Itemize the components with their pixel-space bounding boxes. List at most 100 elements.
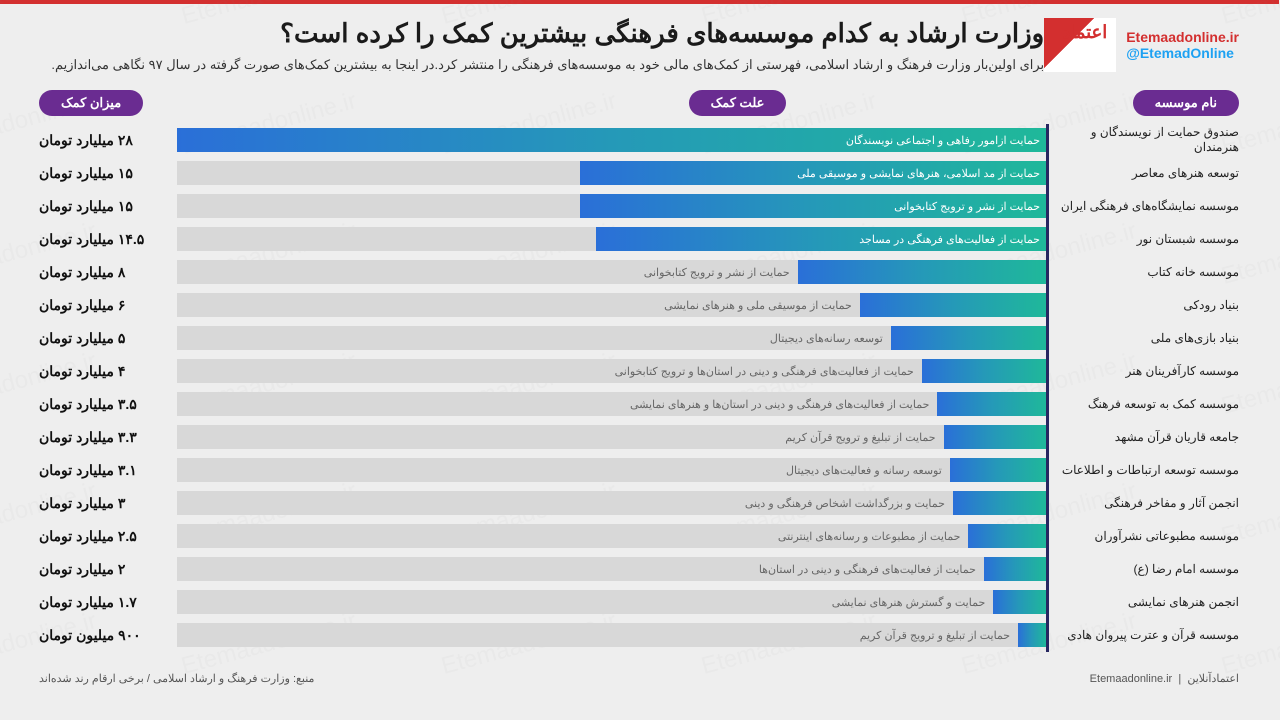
axis-segment	[1047, 157, 1050, 190]
row-institution-name: موسسه قرآن و عترت پیروان هادی	[1050, 628, 1240, 644]
row-institution-name: موسسه کمک به توسعه فرهنگ	[1050, 397, 1240, 413]
row-amount: ۳ میلیارد تومان	[40, 495, 170, 512]
row-amount: ۱۵ میلیارد تومان	[40, 165, 170, 182]
bar-track: حمایت از مد اسلامی، هنرهای نمایشی و موسی…	[178, 161, 1047, 185]
logo-block: Etemaadonline.ir @EtemadOnline	[1045, 18, 1240, 72]
chart-row: موسسه خانه کتابحمایت از نشر و ترویج کتاب…	[40, 256, 1240, 289]
bar-track: حمایت از تبلیغ و ترویج قرآن کریم	[178, 623, 1047, 647]
row-amount: ۳.۱ میلیارد تومان	[40, 462, 170, 479]
axis-segment	[1047, 256, 1050, 289]
footer-brand-fa: اعتمادآنلاین	[1188, 673, 1240, 685]
chart-row: انجمن آثار و مفاخر فرهنگیحمایت و بزرگداش…	[40, 487, 1240, 520]
pill-reason: علت کمک	[690, 90, 788, 116]
axis-segment	[1047, 190, 1050, 223]
row-institution-name: انجمن هنرهای نمایشی	[1050, 595, 1240, 611]
bar-reason-label: حمایت و بزرگداشت اشخاص فرهنگی و دینی	[178, 491, 1047, 515]
column-header-pills: نام موسسه علت کمک میزان کمک	[0, 82, 1280, 120]
bar-track: توسعه رسانه و فعالیت‌های دیجیتال	[178, 458, 1047, 482]
row-amount: ۲ میلیارد تومان	[40, 561, 170, 578]
bar-track: حمایت و گسترش هنرهای نمایشی	[178, 590, 1047, 614]
bar-track: حمایت و بزرگداشت اشخاص فرهنگی و دینی	[178, 491, 1047, 515]
row-institution-name: موسسه مطبوعاتی نشرآوران	[1050, 529, 1240, 545]
axis-segment	[1047, 355, 1050, 388]
axis-segment	[1047, 223, 1050, 256]
row-institution-name: موسسه توسعه ارتباطات و اطلاعات	[1050, 463, 1240, 479]
chart-row: موسسه امام رضا (ع)حمایت از فعالیت‌های فر…	[40, 553, 1240, 586]
axis-segment	[1047, 520, 1050, 553]
bar-reason-label: حمایت از فعالیت‌های فرهنگی و دینی در است…	[178, 359, 1047, 383]
chart-row: توسعه هنرهای معاصرحمایت از مد اسلامی، هن…	[40, 157, 1240, 190]
row-amount: ۲.۵ میلیارد تومان	[40, 528, 170, 545]
logo-text: Etemaadonline.ir @EtemadOnline	[1127, 29, 1240, 61]
row-institution-name: بنیاد رودکی	[1050, 298, 1240, 314]
chart-row: بنیاد بازی‌های ملیتوسعه رسانه‌های دیجیتا…	[40, 322, 1240, 355]
bar-track: حمایت از مطبوعات و رسانه‌های اینترنتی	[178, 524, 1047, 548]
bar-reason-label: توسعه رسانه‌های دیجیتال	[178, 326, 1047, 350]
bar-reason-label: حمایت از مد اسلامی، هنرهای نمایشی و موسی…	[178, 161, 1047, 185]
row-amount: ۱۵ میلیارد تومان	[40, 198, 170, 215]
row-amount: ۹۰۰ میلیون تومان	[40, 627, 170, 644]
bar-reason-label: حمایت از فعالیت‌های فرهنگی در مساجد	[178, 227, 1047, 251]
header: Etemaadonline.ir @EtemadOnline وزارت ارش…	[0, 4, 1280, 82]
axis-segment	[1047, 454, 1050, 487]
chart-row: موسسه توسعه ارتباطات و اطلاعاتتوسعه رسان…	[40, 454, 1240, 487]
row-amount: ۶ میلیارد تومان	[40, 297, 170, 314]
bar-track: حمایت ازامور رفاهی و اجتماعی نویسندگان	[178, 128, 1047, 152]
bar-reason-label: حمایت از مطبوعات و رسانه‌های اینترنتی	[178, 524, 1047, 548]
axis-segment	[1047, 388, 1050, 421]
pill-amount: میزان کمک	[40, 90, 144, 116]
axis-segment	[1047, 487, 1050, 520]
chart-row: بنیاد رودکیحمایت از موسیقی ملی و هنرهای …	[40, 289, 1240, 322]
chart-row: موسسه کمک به توسعه فرهنگحمایت از فعالیت‌…	[40, 388, 1240, 421]
bar-reason-label: حمایت از نشر و ترویج کتابخوانی	[178, 260, 1047, 284]
bar-track: حمایت از فعالیت‌های فرهنگی در مساجد	[178, 227, 1047, 251]
row-institution-name: موسسه امام رضا (ع)	[1050, 562, 1240, 578]
footer-brand: Etemaadonline.ir | اعتمادآنلاین	[1091, 672, 1240, 685]
row-institution-name: موسسه شبستان نور	[1050, 232, 1240, 248]
bar-track: حمایت از فعالیت‌های فرهنگی و دینی در است…	[178, 359, 1047, 383]
row-institution-name: انجمن آثار و مفاخر فرهنگی	[1050, 496, 1240, 512]
row-amount: ۳.۵ میلیارد تومان	[40, 396, 170, 413]
page-subtitle: برای اولین‌بار وزارت فرهنگ و ارشاد اسلام…	[45, 55, 1045, 76]
chart-row: موسسه مطبوعاتی نشرآورانحمایت از مطبوعات …	[40, 520, 1240, 553]
row-institution-name: صندوق حمایت از نویسندگان و هنرمندان	[1050, 125, 1240, 156]
bar-track: حمایت از فعالیت‌های فرهنگی و دینی در است…	[178, 392, 1047, 416]
chart-row: جامعه قاریان قرآن مشهدحمایت از تبلیغ و ت…	[40, 421, 1240, 454]
bar-track: حمایت از فعالیت‌های فرهنگی و دینی در است…	[178, 557, 1047, 581]
axis-segment	[1047, 586, 1050, 619]
chart-row: موسسه شبستان نورحمایت از فعالیت‌های فرهن…	[40, 223, 1240, 256]
footer: Etemaadonline.ir | اعتمادآنلاین منبع: وز…	[0, 662, 1280, 697]
chart-row: موسسه نمایشگاه‌های فرهنگی ایرانحمایت از …	[40, 190, 1240, 223]
axis-segment	[1047, 619, 1050, 652]
logo-handle: @EtemadOnline	[1127, 45, 1240, 61]
row-institution-name: توسعه هنرهای معاصر	[1050, 166, 1240, 182]
row-amount: ۴ میلیارد تومان	[40, 363, 170, 380]
bar-reason-label: حمایت و گسترش هنرهای نمایشی	[178, 590, 1047, 614]
footer-brand-en: Etemaadonline.ir	[1091, 673, 1174, 685]
pill-name: نام موسسه	[1134, 90, 1240, 116]
logo-url: Etemaadonline.ir	[1127, 29, 1240, 45]
chart-area: صندوق حمایت از نویسندگان و هنرمندانحمایت…	[0, 120, 1280, 662]
bar-track: حمایت از نشر و ترویج کتابخوانی	[178, 260, 1047, 284]
title-block: وزارت ارشاد به کدام موسسه‌های فرهنگی بیش…	[40, 18, 1045, 76]
bar-reason-label: توسعه رسانه و فعالیت‌های دیجیتال	[178, 458, 1047, 482]
bar-reason-label: حمایت از فعالیت‌های فرهنگی و دینی در است…	[178, 392, 1047, 416]
bar-track: حمایت از تبلیغ و ترویج قرآن کریم	[178, 425, 1047, 449]
chart-row: صندوق حمایت از نویسندگان و هنرمندانحمایت…	[40, 124, 1240, 157]
bar-reason-label: حمایت از فعالیت‌های فرهنگی و دینی در است…	[178, 557, 1047, 581]
row-amount: ۱۴.۵ میلیارد تومان	[40, 231, 170, 248]
axis-segment	[1047, 421, 1050, 454]
axis-segment	[1047, 289, 1050, 322]
bar-track: حمایت از نشر و ترویج کتابخوانی	[178, 194, 1047, 218]
chart-row: موسسه قرآن و عترت پیروان هادیحمایت از تب…	[40, 619, 1240, 652]
row-institution-name: موسسه نمایشگاه‌های فرهنگی ایران	[1050, 199, 1240, 215]
row-institution-name: موسسه کارآفرینان هنر	[1050, 364, 1240, 380]
axis-segment	[1047, 553, 1050, 586]
axis-segment	[1047, 124, 1050, 157]
axis-segment	[1047, 322, 1050, 355]
row-amount: ۸ میلیارد تومان	[40, 264, 170, 281]
bar-track: حمایت از موسیقی ملی و هنرهای نمایشی	[178, 293, 1047, 317]
brand-logo-icon	[1045, 18, 1117, 72]
bar-reason-label: حمایت از موسیقی ملی و هنرهای نمایشی	[178, 293, 1047, 317]
chart-row: موسسه کارآفرینان هنرحمایت از فعالیت‌های …	[40, 355, 1240, 388]
